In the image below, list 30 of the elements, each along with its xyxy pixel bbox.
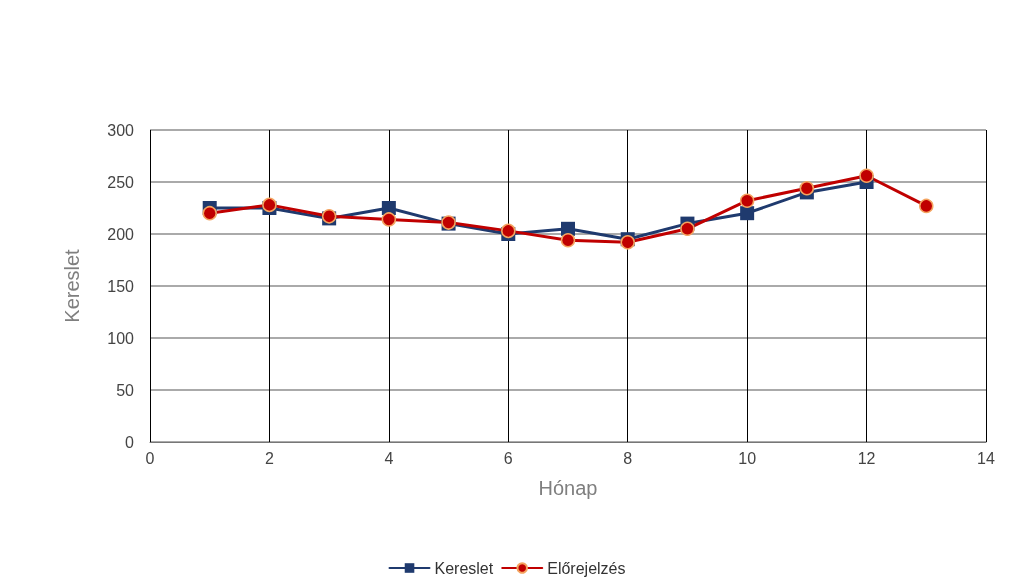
y-tick-label: 100 [107,329,135,347]
point [919,198,934,214]
point [501,223,516,239]
legend-label: Kereslet [434,559,494,577]
x-tick-label: 12 [857,449,876,467]
point [799,180,815,196]
point [740,206,755,221]
x-tick-label: 10 [738,449,757,467]
point [739,193,755,208]
y-axis-title: Kereslet [61,248,83,323]
y-tick-label: 250 [107,173,135,191]
x-tick-label: 6 [503,449,513,467]
x-tick-label: 4 [384,449,394,467]
y-tick-label: 150 [107,277,135,295]
point [262,197,277,213]
x-tick-label: 0 [145,449,155,467]
point [859,168,874,184]
x-tick-label: 2 [264,449,274,467]
point [202,205,217,221]
x-tick-label: 8 [623,449,633,467]
y-tick-label: 200 [107,225,135,243]
y-tick-label: 300 [107,121,135,139]
legend-label: Előrejelzés [547,559,626,577]
y-tick-label: 50 [116,381,135,399]
point [680,221,695,237]
point [381,212,397,227]
point [560,232,576,248]
y-tick-label: 0 [125,433,135,451]
x-tick-label: 14 [977,449,995,467]
x-axis-title: Hónap [538,477,598,499]
